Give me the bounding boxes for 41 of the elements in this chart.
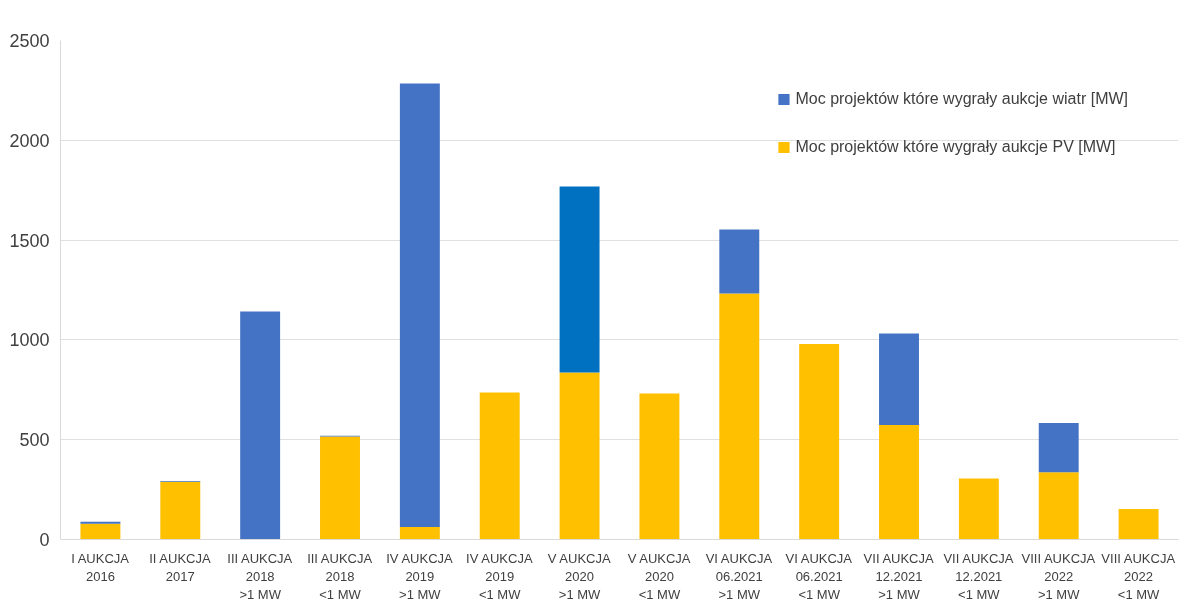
- y-tick-label: 1500: [9, 230, 50, 251]
- bar: [80, 523, 121, 540]
- bar: [160, 481, 201, 540]
- bar: [719, 293, 760, 540]
- bar: [320, 436, 360, 540]
- bar: [639, 393, 680, 540]
- x-tick-label: V AUKCJA 2020 >1 MW: [547, 550, 611, 602]
- y-tick-label: 0: [39, 530, 50, 550]
- bar: [399, 83, 440, 527]
- x-tick-label: VII AUKCJA 12.2021 <1 MW: [943, 550, 1014, 602]
- x-tick-label: III AUKCJA 2018 <1 MW: [307, 550, 373, 602]
- y-tick-label: 2000: [9, 130, 50, 151]
- bar: [1118, 508, 1159, 540]
- legend-label: Moc projektów które wygrały aukcje wiatr [MW]: [795, 90, 1128, 108]
- legend-label: Moc projektów które wygrały aukcje PV [MW]: [795, 138, 1116, 156]
- y-tick-label: 500: [19, 430, 50, 451]
- bar: [1038, 422, 1079, 473]
- y-tick-label: 2500: [9, 31, 50, 51]
- x-tick-label: V AUKCJA 2020 <1 MW: [627, 550, 691, 602]
- bar: [719, 229, 760, 294]
- x-tick-label: VII AUKCJA 12.2021 >1 MW: [863, 550, 935, 602]
- bar: [399, 526, 440, 540]
- x-tick-label: VI AUKCJA 06.2021 <1 MW: [785, 550, 853, 602]
- bar: [958, 478, 999, 540]
- bar: [879, 424, 919, 540]
- bar: [479, 392, 520, 540]
- bar: [799, 344, 840, 540]
- x-tick-label: VI AUKCJA 06.2021 >1 MW: [705, 550, 773, 602]
- bar: [559, 186, 600, 373]
- x-tick-label: IV AUKCJA 2019 <1 MW: [466, 550, 533, 602]
- bar: [879, 333, 919, 425]
- x-tick-label: IV AUKCJA 2019 >1 MW: [386, 550, 454, 602]
- bar: [559, 372, 600, 540]
- x-tick-label: I AUKCJA 2016: [71, 550, 130, 584]
- x-tick-label: VIII AUKCJA 2022 <1 MW: [1101, 550, 1176, 602]
- x-tick-label: II AUKCJA 2017: [149, 550, 211, 584]
- x-tick-label: VIII AUKCJA 2022 >1 MW: [1021, 550, 1096, 602]
- y-tick-label: 1000: [9, 330, 50, 351]
- x-tick-label: III AUKCJA 2018 >1 MW: [227, 550, 293, 602]
- bar: [1038, 472, 1079, 540]
- bar: [240, 311, 281, 540]
